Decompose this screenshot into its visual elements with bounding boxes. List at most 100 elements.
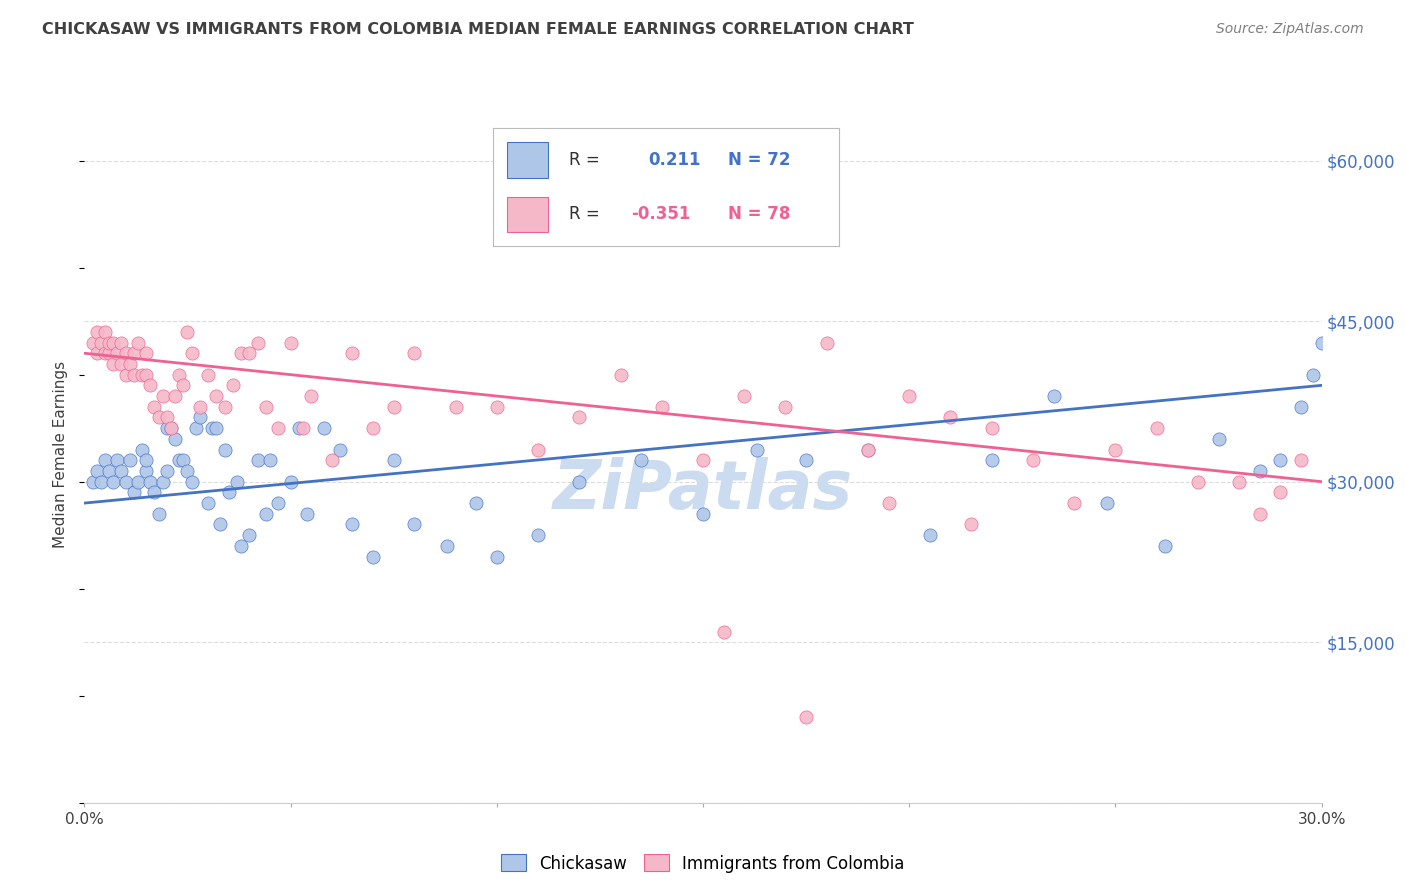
Point [167, 368, 190, 382]
Point [877, 496, 900, 510]
Point [131, 442, 153, 457]
Point [98, 346, 121, 360]
Point [205, 389, 228, 403]
Point [139, 475, 162, 489]
Point [692, 453, 714, 467]
Point [229, 539, 252, 553]
Point [114, 368, 136, 382]
Point [205, 421, 228, 435]
Text: Source: ZipAtlas.com: Source: ZipAtlas.com [1216, 22, 1364, 37]
Point [280, 335, 302, 350]
Point [1095, 496, 1118, 510]
Point [156, 421, 179, 435]
Point [527, 528, 550, 542]
Point [135, 368, 157, 382]
Point [86, 325, 108, 339]
Point [1104, 442, 1126, 457]
Point [197, 496, 219, 510]
Point [1227, 475, 1250, 489]
Point [361, 549, 384, 564]
Point [485, 400, 508, 414]
Point [118, 453, 141, 467]
Point [86, 464, 108, 478]
Point [1289, 453, 1312, 467]
Point [172, 453, 194, 467]
Point [135, 464, 157, 478]
Point [167, 453, 190, 467]
Point [246, 453, 269, 467]
Point [692, 507, 714, 521]
Point [94, 325, 117, 339]
Point [630, 453, 652, 467]
Point [254, 400, 277, 414]
Point [214, 400, 236, 414]
Point [188, 400, 211, 414]
Point [436, 539, 458, 553]
Point [82, 335, 104, 350]
Point [118, 357, 141, 371]
Point [222, 378, 245, 392]
Point [218, 485, 240, 500]
Point [229, 346, 252, 360]
Point [404, 517, 426, 532]
Point [197, 368, 219, 382]
Point [295, 507, 318, 521]
Point [135, 346, 157, 360]
Point [267, 421, 290, 435]
Point [960, 517, 983, 532]
Point [568, 410, 591, 425]
Point [651, 400, 673, 414]
Point [105, 453, 128, 467]
Point [918, 528, 941, 542]
Point [226, 475, 249, 489]
Point [609, 368, 631, 382]
Point [361, 421, 384, 435]
Point [794, 710, 817, 724]
Point [288, 421, 311, 435]
Point [856, 442, 879, 457]
Point [122, 368, 145, 382]
Point [1249, 464, 1271, 478]
Point [103, 335, 125, 350]
Point [139, 378, 162, 392]
Point [1310, 335, 1333, 350]
Point [404, 346, 426, 360]
Point [165, 432, 187, 446]
Point [152, 475, 174, 489]
Point [312, 421, 335, 435]
Point [143, 485, 166, 500]
Point [1249, 507, 1271, 521]
Point [98, 464, 121, 478]
Point [238, 346, 260, 360]
Point [267, 496, 290, 510]
Point [980, 421, 1002, 435]
Point [1022, 453, 1045, 467]
Point [122, 346, 145, 360]
Point [745, 442, 768, 457]
Point [980, 453, 1002, 467]
Point [90, 475, 112, 489]
Point [165, 389, 187, 403]
Point [114, 475, 136, 489]
Point [775, 400, 797, 414]
Point [176, 325, 198, 339]
Point [527, 442, 550, 457]
Y-axis label: Median Female Earnings: Median Female Earnings [53, 361, 69, 549]
Point [90, 335, 112, 350]
Point [1270, 485, 1292, 500]
Point [342, 517, 364, 532]
Point [143, 400, 166, 414]
Point [156, 410, 179, 425]
Point [321, 453, 343, 467]
Point [259, 453, 281, 467]
Point [1289, 400, 1312, 414]
Point [152, 389, 174, 403]
Point [184, 421, 207, 435]
Point [1146, 421, 1168, 435]
Point [172, 378, 194, 392]
Point [465, 496, 488, 510]
Point [110, 335, 132, 350]
Point [856, 442, 879, 457]
Point [103, 357, 125, 371]
Text: CHICKASAW VS IMMIGRANTS FROM COLOMBIA MEDIAN FEMALE EARNINGS CORRELATION CHART: CHICKASAW VS IMMIGRANTS FROM COLOMBIA ME… [42, 22, 914, 37]
